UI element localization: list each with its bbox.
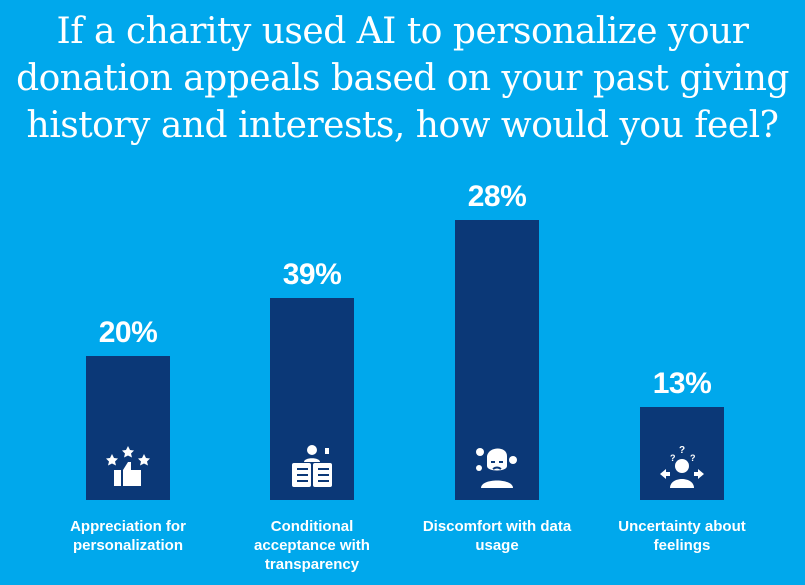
category-label: Conditional acceptance with transparency <box>220 517 404 574</box>
category-label-line: Discomfort with data <box>422 518 572 535</box>
chart-title: If a charity used AI to personalize your… <box>0 8 805 149</box>
category-label-line: transparency <box>264 556 360 573</box>
category-label: Uncertainty about feelings <box>590 517 774 555</box>
title-line: history and interests, how would you fee… <box>26 105 779 146</box>
svg-text:?: ? <box>670 453 676 463</box>
category-label-line: acceptance with <box>254 537 370 554</box>
uncomfortable-person-icon <box>475 444 519 488</box>
value-label: 28% <box>467 180 527 213</box>
category-label-line: Appreciation for <box>70 518 186 535</box>
category-label-line: feelings <box>653 537 711 554</box>
category-label: Appreciation for personalization <box>36 517 220 555</box>
value-label: 39% <box>282 258 342 291</box>
category-label: Discomfort with data usage <box>405 517 589 555</box>
value-label: 20% <box>98 316 158 349</box>
title-line: donation appeals based on your past givi… <box>16 58 789 99</box>
category-label-line: Conditional <box>270 518 354 535</box>
title-line: If a charity used AI to personalize your <box>56 11 749 52</box>
thumbs-up-stars-icon <box>106 444 150 488</box>
bar-1 <box>270 298 354 500</box>
value-label: 13% <box>652 367 712 400</box>
person-checklist-icon <box>290 444 334 488</box>
category-label-line: Uncertainty about <box>618 518 746 535</box>
confused-person-icon: ??? <box>660 444 704 488</box>
svg-text:?: ? <box>690 453 696 463</box>
bar-0 <box>86 356 170 500</box>
svg-text:?: ? <box>679 445 685 456</box>
category-label-line: usage <box>475 537 519 554</box>
bar-2 <box>455 220 539 500</box>
category-label-line: personalization <box>72 537 184 554</box>
bar-3: ??? <box>640 407 724 500</box>
